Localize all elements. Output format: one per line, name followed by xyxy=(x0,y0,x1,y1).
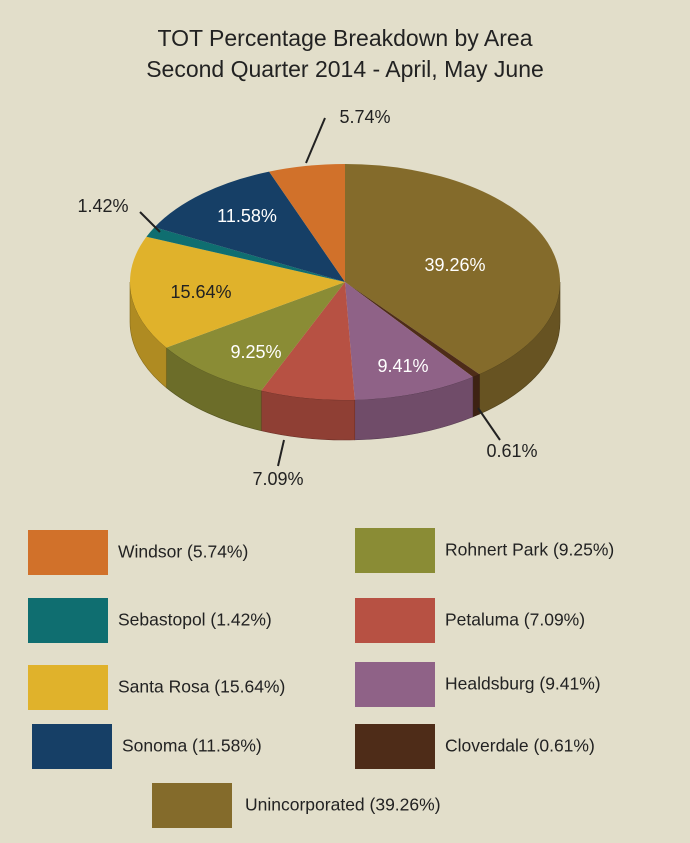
slice xyxy=(130,236,345,348)
slice xyxy=(154,171,345,282)
legend-swatch xyxy=(28,665,108,710)
data-label: 39.26% xyxy=(424,255,485,275)
legend-label: Sebastopol (1.42%) xyxy=(118,610,272,630)
legend-swatch xyxy=(28,530,108,575)
legend-label: Petaluma (7.09%) xyxy=(445,610,585,630)
chart-title: TOT Percentage Breakdown by Area xyxy=(157,25,532,51)
data-label: 7.09% xyxy=(252,469,303,489)
chart-subtitle: Second Quarter 2014 - April, May June xyxy=(146,56,544,82)
data-label: 5.74% xyxy=(339,107,390,127)
legend-swatch xyxy=(355,724,435,769)
data-label: 9.41% xyxy=(377,356,428,376)
legend-swatch xyxy=(28,598,108,643)
legend-swatch xyxy=(355,662,435,707)
slice xyxy=(269,164,345,282)
slice-side xyxy=(472,373,480,418)
data-label: 1.42% xyxy=(77,196,128,216)
leader-line xyxy=(305,117,326,164)
leader-line xyxy=(477,407,501,441)
legend-label: Windsor (5.74%) xyxy=(118,542,248,562)
slice xyxy=(345,282,473,400)
legend-label: Rohnert Park (9.25%) xyxy=(445,540,614,560)
data-label: 11.58% xyxy=(217,206,277,226)
leader-line xyxy=(277,439,285,467)
legend-label: Santa Rosa (15.64%) xyxy=(118,677,285,697)
leader-line xyxy=(139,211,161,233)
legend-label: Unincorporated (39.26%) xyxy=(245,795,441,815)
slice xyxy=(345,282,480,377)
slice xyxy=(146,227,345,282)
data-label: 9.25% xyxy=(230,342,281,362)
legend-swatch xyxy=(32,724,112,769)
legend-swatch xyxy=(355,528,435,573)
legend-label: Healdsburg (9.41%) xyxy=(445,674,601,694)
legend-label: Sonoma (11.58%) xyxy=(122,736,262,756)
legend-label: Cloverdale (0.61%) xyxy=(445,736,595,756)
slice xyxy=(261,282,355,400)
legend-swatch xyxy=(152,783,232,828)
data-label: 15.64% xyxy=(170,282,231,302)
legend-swatch xyxy=(355,598,435,643)
data-label: 0.61% xyxy=(486,441,537,461)
slice xyxy=(166,282,345,391)
slice xyxy=(345,164,560,375)
